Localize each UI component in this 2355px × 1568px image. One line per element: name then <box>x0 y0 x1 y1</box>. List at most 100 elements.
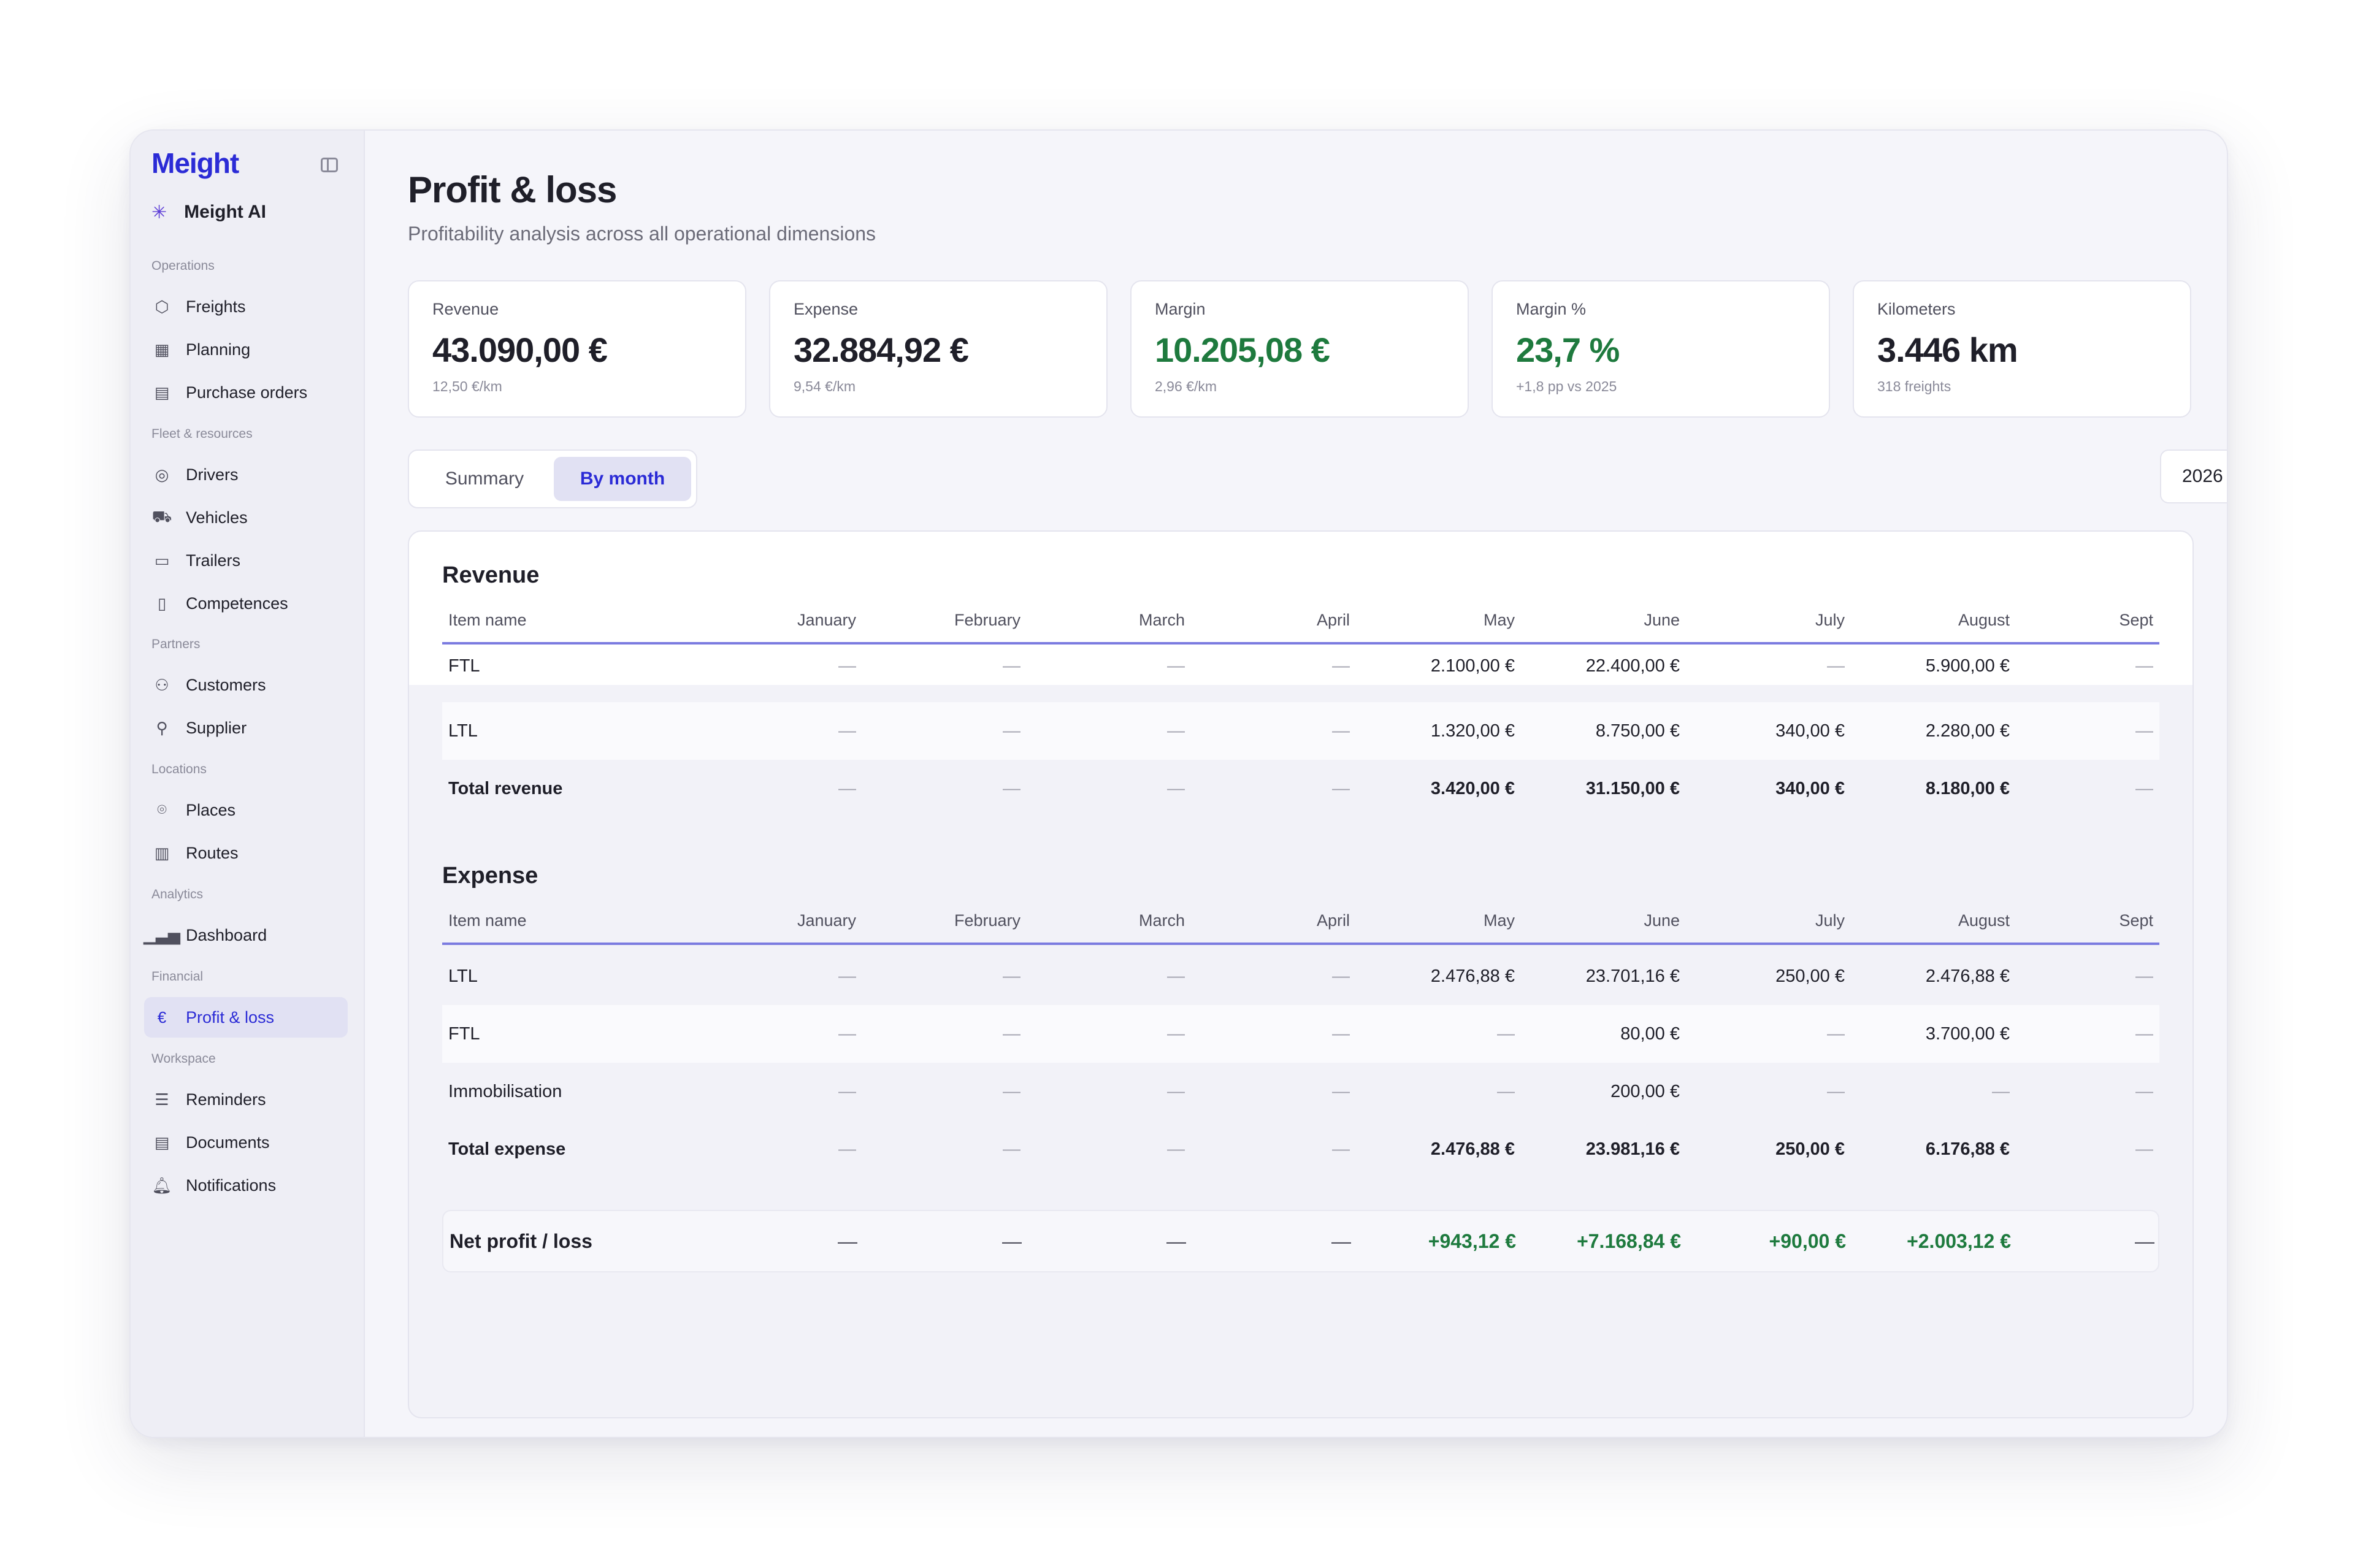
cell-value: — <box>1332 656 1350 676</box>
file-icon: ▤ <box>154 1133 170 1152</box>
table-row[interactable]: LTL — — — — 1.320,00 € 8.750,00 € 340,00… <box>442 702 2159 760</box>
sidebar-toggle-icon[interactable] <box>321 158 338 172</box>
group-locations: Locations <box>151 762 207 776</box>
hexagon-icon: ⬡ <box>155 297 169 316</box>
cell-value: 31.150,00 € <box>1585 778 1680 798</box>
sidebar-item-places[interactable]: ⌾ Places <box>144 790 348 830</box>
sidebar-item-label: Routes <box>186 843 239 862</box>
cell-value: — <box>838 721 856 741</box>
cell-value: +7.168,84 € <box>1577 1230 1681 1252</box>
col-header: March <box>1138 911 1185 930</box>
kpi-value: 32.884,92 € <box>794 331 969 369</box>
sidebar-item-dashboard[interactable]: ▁▃▅ Dashboard <box>144 915 348 955</box>
kpi-value: 23,7 % <box>1516 331 1620 369</box>
sidebar-item-customers[interactable]: ⚇ Customers <box>144 665 348 705</box>
col-header: July <box>1815 911 1845 930</box>
cell-value: — <box>1332 966 1350 986</box>
col-header: Sept <box>2119 911 2153 930</box>
kpi-margin: Margin 10.205,08 € 2,96 €/km <box>1130 280 1469 418</box>
sidebar-item-drivers[interactable]: ◎ Drivers <box>144 454 348 495</box>
cell-value: 8.750,00 € <box>1595 721 1680 741</box>
sidebar-item-reminders[interactable]: ☰ Reminders <box>144 1079 348 1120</box>
table-row[interactable]: FTL — — — — 2.100,00 € 22.400,00 € — 5.9… <box>442 647 2159 685</box>
cell-value: 2.476,88 € <box>1430 1139 1515 1159</box>
cell-value: 3.700,00 € <box>1925 1023 2010 1044</box>
sidebar-item-label: Purchase orders <box>186 383 308 402</box>
net-profit-row[interactable]: Net profit / loss — — — — +943,12 € +7.1… <box>442 1210 2159 1272</box>
cell-value: — <box>838 1230 857 1252</box>
col-header: March <box>1138 610 1185 629</box>
meight-ai-link[interactable]: ✳ Meight AI <box>151 197 266 228</box>
app-window: Meight ✳ Meight AI Operations ⬡ Freights… <box>129 129 2228 1438</box>
cell-value: 2.476,88 € <box>1430 966 1515 986</box>
col-header: August <box>1958 610 2010 629</box>
group-workspace: Workspace <box>151 1052 216 1066</box>
sidebar-item-label: Profit & loss <box>186 1008 275 1027</box>
cell-value: 250,00 € <box>1775 1139 1845 1159</box>
cell-value: — <box>2135 1081 2153 1101</box>
cell-value: 1.320,00 € <box>1430 721 1515 741</box>
sidebar-item-freights[interactable]: ⬡ Freights <box>144 286 348 327</box>
sidebar-item-planning[interactable]: ▦ Planning <box>144 329 348 370</box>
cell-value: 8.180,00 € <box>1925 778 2010 798</box>
table-row[interactable]: LTL — — — — 2.476,88 € 23.701,16 € 250,0… <box>442 947 2159 1005</box>
cell-value: — <box>838 1139 856 1159</box>
cell-value: — <box>1167 1081 1185 1101</box>
cell-value: — <box>2135 656 2153 676</box>
col-header: May <box>1483 911 1515 930</box>
cell-value: — <box>1167 966 1185 986</box>
group-analytics: Analytics <box>151 887 204 901</box>
cell-value: 22.400,00 € <box>1585 656 1680 676</box>
sidebar-item-routes[interactable]: ▥ Routes <box>144 833 348 873</box>
kpi-value: 10.205,08 € <box>1155 331 1330 369</box>
col-header: August <box>1958 911 2010 930</box>
tab-by-month[interactable]: By month <box>554 457 691 501</box>
sidebar-item-purchase-orders[interactable]: ▤ Purchase orders <box>144 372 348 413</box>
table-row[interactable]: Immobilisation — — — — — 200,00 € — — — <box>442 1063 2159 1120</box>
kpi-label: Kilometers <box>1877 300 1956 318</box>
cell-value: — <box>1167 1139 1185 1159</box>
sidebar-item-vehicles[interactable]: ⛟ Vehicles <box>144 497 348 538</box>
cell-value: — <box>1003 778 1020 798</box>
map-icon: ▥ <box>154 843 170 862</box>
cell-value: 2.476,88 € <box>1925 966 2010 986</box>
cell-value: +2.003,12 € <box>1907 1230 2011 1252</box>
kpi-sub: +1,8 pp vs 2025 <box>1516 378 1617 394</box>
kpi-label: Expense <box>794 300 859 318</box>
document-icon: ▤ <box>154 383 170 402</box>
main-content: Profit & loss Profitability analysis acr… <box>364 131 2227 1437</box>
user-check-icon: ⚲ <box>156 718 168 737</box>
sidebar-item-documents[interactable]: ▤ Documents <box>144 1122 348 1163</box>
kpi-sub: 318 freights <box>1877 378 1951 394</box>
trailer-icon: ▭ <box>154 551 170 570</box>
brand-logo[interactable]: Meight <box>151 147 239 179</box>
year-select[interactable]: 2026 <box>2160 449 2227 503</box>
table-row[interactable]: FTL — — — — — 80,00 € — 3.700,00 € — <box>442 1005 2159 1063</box>
cell-value: — <box>1332 1023 1350 1044</box>
sidebar-item-label: Competences <box>186 594 288 613</box>
sidebar-item-label: Planning <box>186 340 251 359</box>
cell-value: — <box>1332 778 1350 798</box>
steering-wheel-icon: ◎ <box>155 465 169 484</box>
cell-value: — <box>1497 1081 1515 1101</box>
view-tabs: Summary By month <box>408 449 697 508</box>
section-title-revenue: Revenue <box>442 562 540 588</box>
tab-summary[interactable]: Summary <box>445 468 524 489</box>
sidebar-item-supplier[interactable]: ⚲ Supplier <box>144 708 348 748</box>
kpi-sub: 12,50 €/km <box>432 378 502 394</box>
sidebar-item-competences[interactable]: ▯ Competences <box>144 583 348 624</box>
cell-value: 340,00 € <box>1775 778 1845 798</box>
clipboard-icon: ▯ <box>157 594 167 613</box>
cell-value: 250,00 € <box>1775 966 1845 986</box>
sidebar-item-notifications[interactable]: 🔔︎ Notifications <box>144 1165 348 1206</box>
table-total-row[interactable]: Total revenue — — — — 3.420,00 € 31.150,… <box>442 760 2159 817</box>
sidebar-item-profit-loss[interactable]: € Profit & loss <box>144 997 348 1038</box>
table-total-row[interactable]: Total expense — — — — 2.476,88 € 23.981,… <box>442 1120 2159 1178</box>
cell-value: 23.701,16 € <box>1585 966 1680 986</box>
sidebar-item-label: Drivers <box>186 465 239 484</box>
group-operations: Operations <box>151 259 215 273</box>
cell-value: — <box>1003 966 1020 986</box>
col-header: Sept <box>2119 610 2153 629</box>
cell-value: 200,00 € <box>1610 1081 1680 1101</box>
sidebar-item-trailers[interactable]: ▭ Trailers <box>144 540 348 581</box>
